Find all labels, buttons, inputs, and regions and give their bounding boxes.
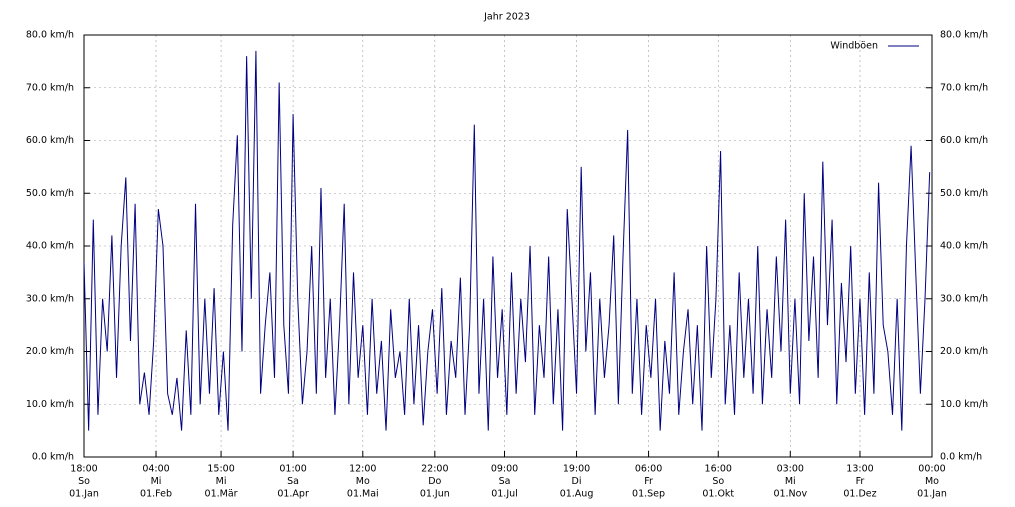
y-tick-label: 30.0 km/h xyxy=(26,293,74,304)
x-tick-label: 01.Sep xyxy=(632,489,665,500)
x-tick-label: 01:00 xyxy=(279,464,306,475)
y2-tick-label: 70.0 km/h xyxy=(940,82,988,93)
y2-tick-label: 0.0 km/h xyxy=(940,452,982,463)
y-tick-label: 80.0 km/h xyxy=(26,30,74,41)
x-tick-label: 01.Jul xyxy=(491,489,518,500)
y2-tick-label: 80.0 km/h xyxy=(940,30,988,41)
x-tick-label: 01.Dez xyxy=(843,489,876,500)
y2-tick-label: 10.0 km/h xyxy=(940,399,988,410)
y2-tick-label: 30.0 km/h xyxy=(940,293,988,304)
x-tick-label: 01.Mär xyxy=(205,489,238,500)
x-tick-label: Sa xyxy=(499,476,511,487)
y-tick-label: 10.0 km/h xyxy=(26,399,74,410)
y2-tick-label: 20.0 km/h xyxy=(940,346,988,357)
y2-tick-label: 40.0 km/h xyxy=(940,241,988,252)
x-tick-label: Di xyxy=(572,476,582,487)
x-tick-label: 01.Jan xyxy=(69,489,99,500)
x-tick-label: So xyxy=(78,476,90,487)
x-tick-label: Do xyxy=(428,476,441,487)
x-tick-label: Fr xyxy=(644,476,653,487)
data-line xyxy=(83,50,931,431)
x-tick-label: 12:00 xyxy=(349,464,376,475)
y-tick-label: 70.0 km/h xyxy=(26,82,74,93)
x-tick-label: 01.Mai xyxy=(347,489,379,500)
x-tick-label: Fr xyxy=(856,476,865,487)
y-tick-label: 40.0 km/h xyxy=(26,241,74,252)
x-tick-label: Mo xyxy=(356,476,370,487)
x-tick-label: Sa xyxy=(287,476,299,487)
plot-frame xyxy=(83,34,933,458)
x-tick-label: Mo xyxy=(925,476,939,487)
x-tick-label: 15:00 xyxy=(207,464,234,475)
x-tick-label: 04:00 xyxy=(142,464,169,475)
x-tick-label: 18:00 xyxy=(70,464,97,475)
y2-tick-label: 60.0 km/h xyxy=(940,135,988,146)
x-tick-label: Mi xyxy=(151,476,162,487)
x-tick-label: Mi xyxy=(785,476,796,487)
x-tick-label: 06:00 xyxy=(635,464,662,475)
x-tick-label: Mi xyxy=(216,476,227,487)
x-tick-label: 09:00 xyxy=(491,464,518,475)
y-tick-label: 0.0 km/h xyxy=(32,452,74,463)
legend-label: Windböen xyxy=(830,41,878,52)
x-tick-label: 01.Apr xyxy=(277,489,309,500)
x-tick-label: 01.Jun xyxy=(420,489,450,500)
x-tick-label: 03:00 xyxy=(777,464,804,475)
x-tick-label: 01.Jan xyxy=(917,489,947,500)
y2-tick-label: 50.0 km/h xyxy=(940,188,988,199)
y-tick-label: 50.0 km/h xyxy=(26,188,74,199)
x-tick-label: So xyxy=(712,476,724,487)
x-tick-label: 19:00 xyxy=(563,464,590,475)
x-tick-label: 01.Nov xyxy=(773,489,807,500)
y-tick-label: 20.0 km/h xyxy=(26,346,74,357)
x-tick-label: 13:00 xyxy=(846,464,873,475)
x-tick-label: 00:00 xyxy=(918,464,945,475)
x-tick-label: 01.Feb xyxy=(140,489,172,500)
y-tick-label: 60.0 km/h xyxy=(26,135,74,146)
x-tick-label: 16:00 xyxy=(705,464,732,475)
x-tick-label: 22:00 xyxy=(421,464,448,475)
x-tick-label: 01.Okt xyxy=(702,489,734,500)
chart-title: Jahr 2023 xyxy=(483,12,530,23)
x-tick-label: 01.Aug xyxy=(560,489,594,500)
